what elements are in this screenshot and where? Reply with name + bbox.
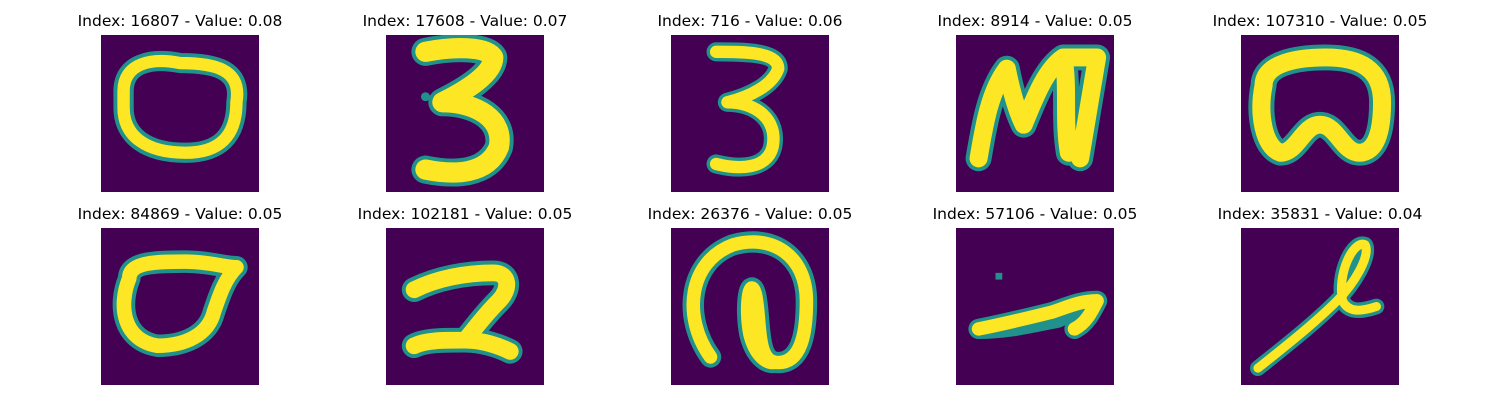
handwritten-symbol-image bbox=[671, 228, 829, 385]
panel-2: Index: 17608 - Value: 0.07 bbox=[335, 10, 595, 192]
panel-8: Index: 26376 - Value: 0.05 bbox=[620, 203, 880, 385]
handwritten-zero-image bbox=[101, 35, 259, 192]
panel-1: Index: 16807 - Value: 0.08 bbox=[50, 10, 310, 192]
handwritten-zero-image bbox=[1241, 35, 1399, 192]
panel-title: Index: 17608 - Value: 0.07 bbox=[362, 12, 568, 30]
panel-6: Index: 84869 - Value: 0.05 bbox=[50, 203, 310, 385]
panel-title: Index: 16807 - Value: 0.08 bbox=[77, 12, 283, 30]
panel-3: Index: 716 - Value: 0.06 bbox=[620, 10, 880, 192]
panel-5: Index: 107310 - Value: 0.05 bbox=[1190, 10, 1450, 192]
panel-title: Index: 107310 - Value: 0.05 bbox=[1212, 12, 1428, 30]
panel-7: Index: 102181 - Value: 0.05 bbox=[335, 203, 595, 385]
handwritten-stroke-image bbox=[956, 228, 1114, 385]
panel-title: Index: 84869 - Value: 0.05 bbox=[77, 205, 283, 223]
panel-title: Index: 26376 - Value: 0.05 bbox=[647, 205, 853, 223]
panel-4: Index: 8914 - Value: 0.05 bbox=[905, 10, 1165, 192]
panel-title: Index: 716 - Value: 0.06 bbox=[657, 12, 843, 30]
handwritten-stroke-image bbox=[1241, 228, 1399, 385]
panel-10: Index: 35831 - Value: 0.04 bbox=[1190, 203, 1450, 385]
handwritten-zero-image bbox=[101, 228, 259, 385]
handwritten-three-image bbox=[386, 35, 544, 192]
handwritten-three-image bbox=[671, 35, 829, 192]
panel-title: Index: 102181 - Value: 0.05 bbox=[357, 205, 573, 223]
handwritten-m-image bbox=[956, 35, 1114, 192]
panel-9: Index: 57106 - Value: 0.05 bbox=[905, 203, 1165, 385]
handwritten-two-image bbox=[386, 228, 544, 385]
panel-title: Index: 35831 - Value: 0.04 bbox=[1217, 205, 1423, 223]
panel-title: Index: 8914 - Value: 0.05 bbox=[937, 12, 1133, 30]
panel-title: Index: 57106 - Value: 0.05 bbox=[932, 205, 1138, 223]
